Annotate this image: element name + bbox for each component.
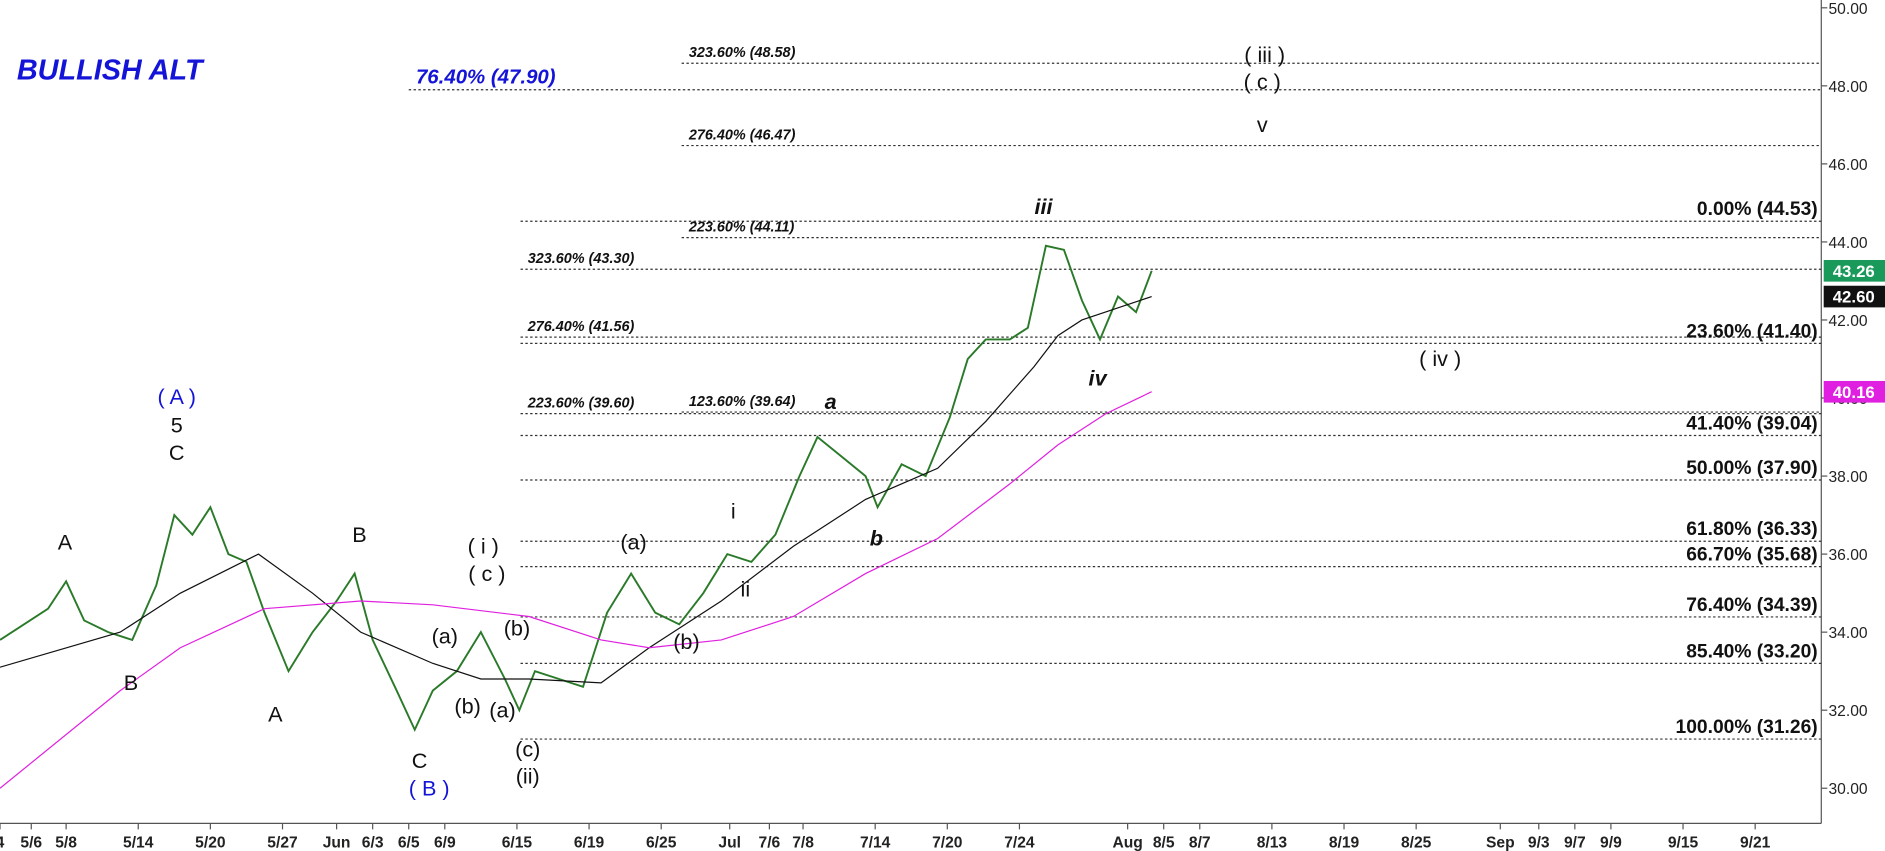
level-label: 123.60% (39.64): [689, 394, 796, 410]
wave-label: v: [1257, 112, 1268, 137]
x-tick-label: 6/9: [434, 834, 456, 851]
wave-label: b: [870, 526, 883, 551]
level-label: 50.00% (37.90): [1686, 458, 1817, 479]
wave-label: (b): [454, 694, 480, 719]
wave-label: ( c ): [468, 561, 505, 586]
wave-label: 5: [171, 413, 183, 438]
x-tick-label: 7/8: [792, 834, 814, 851]
wave-label: B: [124, 670, 138, 695]
price-tag: [1823, 285, 1885, 308]
wave-label: C: [169, 440, 185, 465]
series-line: [0, 244, 1153, 733]
level-label: 66.70% (35.68): [1686, 545, 1817, 566]
x-tick-label: 6/25: [646, 834, 677, 851]
y-tick-label: 38.00: [1828, 469, 1867, 486]
x-tick-label: 6/5: [398, 834, 420, 851]
level-label: 276.40% (41.56): [527, 319, 635, 335]
wave-label: (ii): [516, 764, 540, 789]
y-tick-label: 30.00: [1828, 781, 1867, 798]
wave-label: i: [731, 498, 736, 523]
level-label: 100.00% (31.26): [1676, 717, 1818, 738]
level-label: 223.60% (39.60): [527, 396, 635, 412]
x-tick-label: 6/19: [574, 834, 605, 851]
wave-label: C: [412, 748, 428, 773]
price-tag-label: 40.16: [1833, 383, 1875, 402]
y-tick-label: 44.00: [1828, 235, 1867, 252]
x-tick-label: 9/15: [1668, 834, 1699, 851]
x-tick-label: Jun: [323, 834, 351, 851]
x-tick-label: Jul: [718, 834, 741, 851]
y-tick-label: 32.00: [1828, 703, 1867, 720]
level-label: 76.40% (34.39): [1686, 595, 1817, 616]
y-tick-label: 50.00: [1828, 1, 1867, 18]
y-tick-label: 42.00: [1828, 313, 1867, 330]
wave-label: ( iv ): [1419, 346, 1461, 371]
x-tick-label: 8/25: [1401, 834, 1432, 851]
y-tick-label: 36.00: [1828, 547, 1867, 564]
wave-label: A: [268, 701, 283, 726]
series-line: [0, 295, 1152, 684]
wave-label: ( B ): [409, 775, 450, 800]
x-tick-label: 7/14: [860, 834, 891, 851]
x-tick-label: 8/19: [1329, 834, 1360, 851]
x-tick-label: 9/3: [1528, 834, 1550, 851]
x-tick-label: 5/14: [123, 834, 154, 851]
x-tick-label: 8/5: [1153, 834, 1175, 851]
level-label: 276.40% (46.47): [688, 128, 796, 144]
price-tag: [1823, 380, 1885, 403]
x-tick-label: 6/3: [362, 834, 384, 851]
price-tag-label: 43.26: [1833, 262, 1875, 281]
x-tick-label: 9/21: [1740, 834, 1771, 851]
level-label: 85.40% (33.20): [1686, 641, 1817, 662]
wave-label: ( A ): [157, 384, 195, 409]
wave-label: B: [352, 522, 366, 547]
level-label: 23.60% (41.40): [1686, 321, 1817, 342]
wave-label: (c): [515, 736, 540, 761]
x-tick-label: 9/9: [1600, 834, 1622, 851]
level-label: 0.00% (44.53): [1697, 199, 1818, 220]
x-tick-label: 4: [0, 834, 5, 851]
wave-label: A: [58, 530, 73, 555]
level-label: 223.60% (44.11): [688, 220, 795, 236]
chart-title: BULLISH ALT: [17, 54, 205, 86]
x-tick-label: 8/13: [1257, 834, 1288, 851]
wave-label: ii: [741, 576, 751, 601]
level-label: 61.80% (36.33): [1686, 519, 1817, 540]
wave-label: ( i ): [468, 534, 499, 559]
x-tick-label: 8/7: [1189, 834, 1211, 851]
x-tick-label: 5/20: [195, 834, 226, 851]
y-tick-label: 34.00: [1828, 625, 1867, 642]
x-tick-label: 9/7: [1564, 834, 1586, 851]
x-tick-label: 7/6: [759, 834, 781, 851]
wave-label: iii: [1034, 194, 1053, 219]
wave-label: (a): [432, 623, 458, 648]
y-tick-label: 48.00: [1828, 79, 1867, 96]
level-label: 323.60% (43.30): [528, 251, 635, 267]
wave-label: (a): [620, 530, 646, 555]
wave-label: iv: [1089, 366, 1109, 391]
x-tick-label: 5/8: [55, 834, 77, 851]
wave-label: (b): [504, 615, 530, 640]
y-tick-label: 46.00: [1828, 157, 1867, 174]
level-label: 41.40% (39.04): [1686, 413, 1817, 434]
price-tag: [1823, 259, 1885, 282]
x-tick-label: Aug: [1112, 834, 1142, 851]
x-tick-label: 7/20: [932, 834, 963, 851]
x-tick-label: 6/15: [502, 834, 533, 851]
level-label: 323.60% (48.58): [689, 45, 796, 61]
level-label: 76.40% (47.90): [416, 67, 556, 89]
wave-label: ( iii ): [1244, 42, 1285, 67]
x-tick-label: 5/6: [20, 834, 42, 851]
x-tick-label: Sep: [1486, 834, 1515, 851]
x-tick-label: 5/27: [267, 834, 297, 851]
x-tick-label: 7/24: [1004, 834, 1035, 851]
price-tag-label: 42.60: [1833, 288, 1875, 307]
wave-label: (a): [489, 697, 515, 722]
wave-label: ( c ): [1244, 69, 1281, 94]
wave-label: a: [825, 389, 837, 414]
series-line: [0, 391, 1152, 789]
wave-label: (b): [673, 629, 699, 654]
